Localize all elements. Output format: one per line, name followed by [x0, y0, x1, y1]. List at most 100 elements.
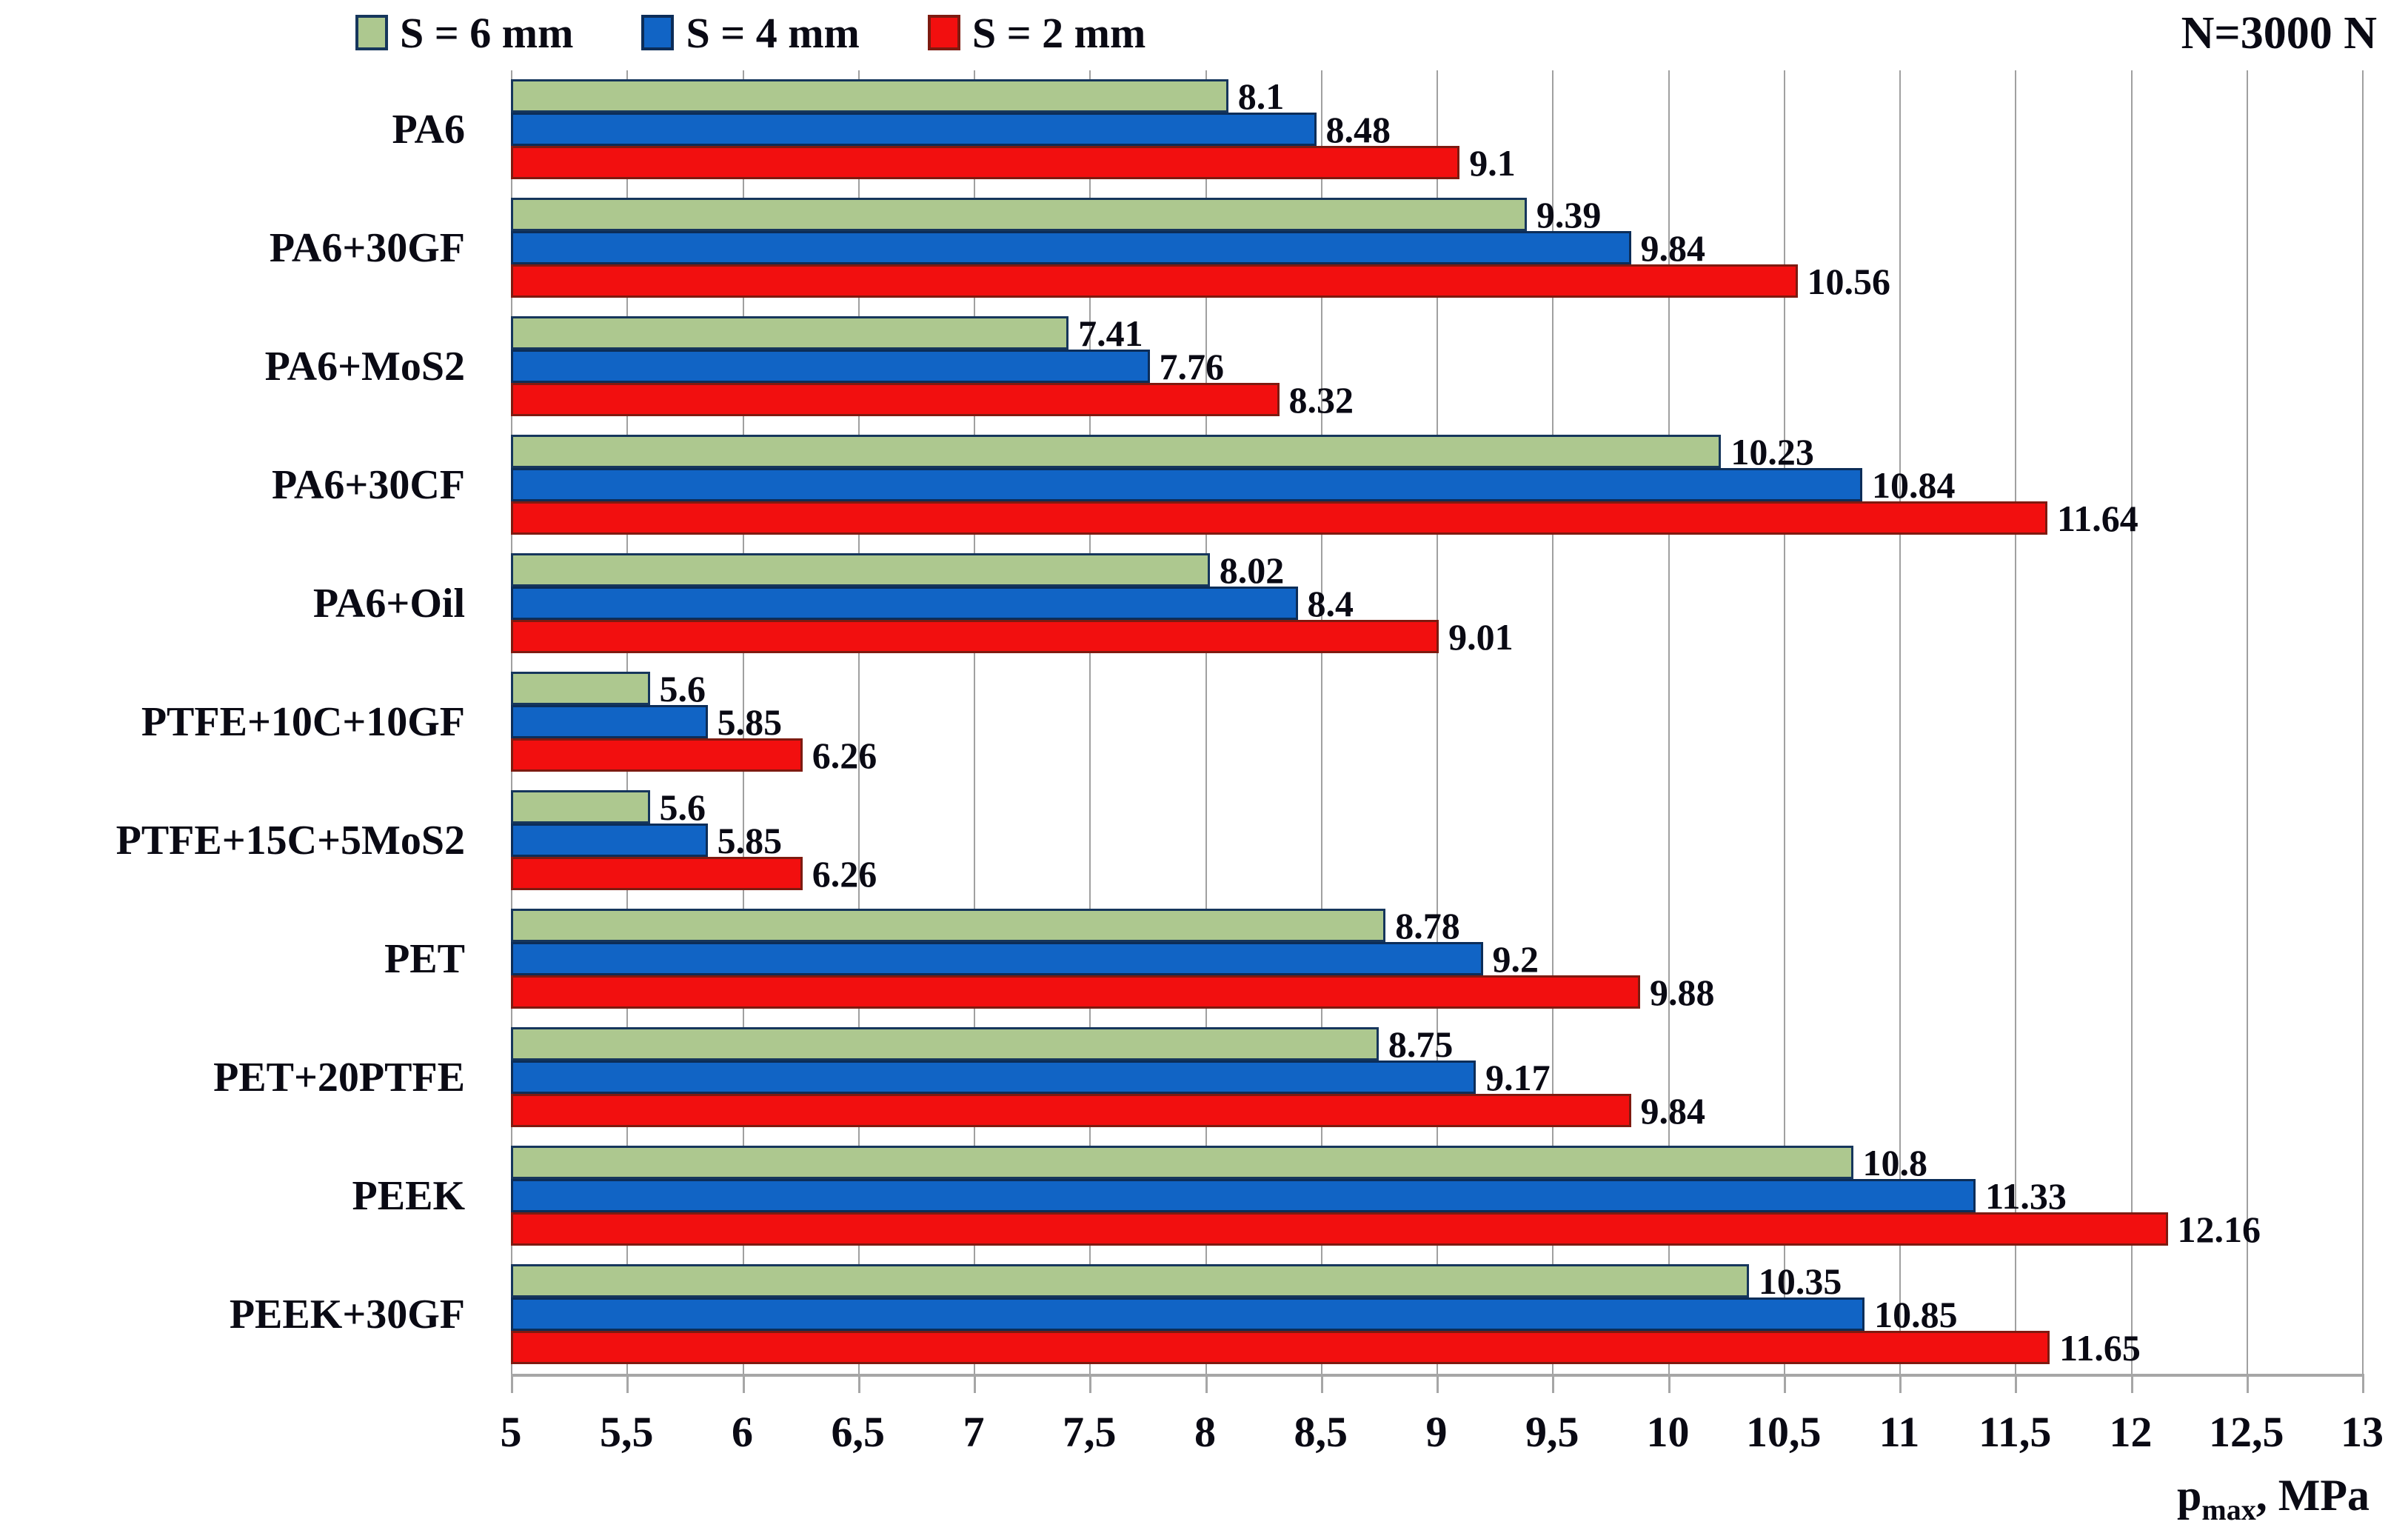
bar-s=6mm: 10.35: [511, 1260, 1842, 1302]
legend-swatch-icon: [641, 15, 675, 50]
category-label: PEEK+30GF: [229, 1292, 465, 1337]
gridline: [1089, 70, 1091, 1374]
x-tick-label: 10,5: [1746, 1408, 1822, 1456]
value-label: 8.48: [1325, 108, 1391, 150]
bar-s=2mm: 6.26: [511, 853, 877, 895]
value-label: 10.35: [1758, 1260, 1842, 1302]
legend-item-1: S = 6 mm: [355, 8, 573, 58]
bar-s=4mm: 5.85: [511, 701, 782, 743]
bar-s=2mm: 12.16: [511, 1209, 2261, 1250]
legend-label: S = 2 mm: [971, 8, 1146, 57]
bar-s=2mm: 11.64: [511, 498, 2138, 539]
value-label: 5.85: [717, 819, 783, 861]
value-label: 10.85: [1874, 1293, 1958, 1335]
bar-s=4mm: 5.85: [511, 820, 782, 861]
gridline: [974, 70, 975, 1374]
bar-s=4mm: 8.48: [511, 109, 1391, 150]
value-label: 9.17: [1485, 1056, 1551, 1098]
bar-s=6mm: 8.02: [511, 550, 1284, 591]
category-label: PET+20PTFE: [213, 1055, 465, 1101]
gridline: [2362, 70, 2364, 1374]
value-label: 8.75: [1388, 1023, 1454, 1065]
bar-s=4mm: 9.17: [511, 1057, 1551, 1098]
bar-s=6mm: 8.75: [511, 1023, 1453, 1065]
value-label: 10.56: [1807, 260, 1891, 302]
bar-s=6mm: 9.39: [511, 194, 1601, 236]
x-tick-label: 8: [1194, 1408, 1216, 1456]
x-axis-title: pmax, MPa: [2177, 1470, 2369, 1527]
x-tick-label: 8,5: [1294, 1408, 1348, 1456]
bar-s=2mm: 9.1: [511, 142, 1516, 184]
gridline: [1899, 70, 1901, 1374]
x-tick-label: 9,5: [1525, 1408, 1579, 1456]
gridline: [1668, 70, 1670, 1374]
gridline: [1205, 70, 1207, 1374]
legend-item-3: S = 2 mm: [927, 8, 1146, 58]
value-label: 12.16: [2177, 1208, 2261, 1250]
x-axis-title-rest: , MPa: [2255, 1471, 2369, 1520]
category-label: PTFE+10C+10GF: [141, 699, 465, 745]
x-tick-label: 13: [2341, 1408, 2384, 1456]
x-axis-ticks: 5 5,5 6 6,5 7 7,5 8 8,5 9 9,5 10 10,5 11 11,5 12 12,5 13: [501, 1407, 2384, 1459]
bar-s=4mm: 7.76: [511, 346, 1224, 387]
x-tick-label: 10: [1646, 1408, 1690, 1456]
value-label: 9.88: [1650, 971, 1715, 1013]
x-axis-title-sub: max: [2201, 1493, 2256, 1526]
value-label: 9.2: [1492, 938, 1539, 980]
bar-s=6mm: 8.1: [511, 76, 1284, 117]
axis-tick-mark: [1783, 1374, 1786, 1393]
axis-tick-mark: [1437, 1374, 1439, 1393]
axis-tick-mark: [2015, 1374, 2018, 1393]
category-label: PA6+MoS2: [264, 344, 465, 390]
x-tick-label: 12,5: [2209, 1408, 2284, 1456]
x-tick-label: 9: [1425, 1408, 1448, 1456]
gridline: [2130, 70, 2133, 1374]
bar-group: 9.39 9.84 10.56: [511, 189, 2362, 307]
category-label: PA6+Oil: [312, 581, 465, 627]
axis-tick-mark: [511, 1374, 513, 1393]
value-label: 10.84: [1872, 464, 1956, 506]
category-label: PA6: [392, 107, 466, 153]
legend-label: S = 6 mm: [400, 8, 574, 57]
bar-s=6mm: 10.8: [511, 1142, 1927, 1183]
axis-tick-mark: [974, 1374, 976, 1393]
bar-s=6mm: 5.6: [511, 786, 706, 828]
bar-s=6mm: 5.6: [511, 668, 706, 709]
axis-tick-mark: [1668, 1374, 1670, 1393]
gridline: [857, 70, 860, 1374]
category-label: PTFE+15C+5MoS2: [116, 818, 465, 864]
gridline: [1783, 70, 1785, 1374]
axis-tick-mark: [1205, 1374, 1208, 1393]
bar-s=4mm: 8.4: [511, 583, 1354, 624]
x-tick-label: 11: [1879, 1408, 1920, 1456]
bar-group: 8.78 9.2 9.88: [511, 900, 2362, 1018]
bar-s=6mm: 10.23: [511, 431, 1814, 472]
x-tick-label: 7,5: [1063, 1408, 1117, 1456]
value-label: 10.23: [1730, 430, 1814, 472]
value-label: 11.64: [2057, 497, 2138, 539]
x-tick-label: 11,5: [1979, 1408, 2052, 1456]
gridline: [2015, 70, 2017, 1374]
bar-s=6mm: 8.78: [511, 905, 1460, 946]
axis-tick-mark: [1089, 1374, 1092, 1393]
bar-s=4mm: 9.84: [511, 227, 1705, 269]
bar-s=2mm: 11.65: [511, 1327, 2141, 1369]
axis-tick-mark: [626, 1374, 629, 1393]
bar-s=2mm: 9.88: [511, 972, 1715, 1013]
x-tick-label: 12: [2109, 1408, 2153, 1456]
bar-s=2mm: 8.32: [511, 379, 1354, 421]
bar-s=2mm: 6.26: [511, 735, 877, 776]
value-label: 8.02: [1219, 549, 1285, 591]
bar-s=4mm: 10.84: [511, 464, 1956, 506]
bar-group: 7.41 7.76 8.32: [511, 307, 2362, 426]
x-tick-label: 5,5: [600, 1408, 654, 1456]
value-label: 8.1: [1237, 75, 1285, 117]
value-label: 8.4: [1307, 582, 1354, 624]
bar-group: 8.75 9.17 9.84: [511, 1018, 2362, 1137]
x-tick-label: 6: [732, 1408, 753, 1456]
axis-tick-mark: [2130, 1374, 2133, 1393]
bar-s=4mm: 10.85: [511, 1294, 1958, 1335]
value-label: 5.6: [659, 667, 706, 709]
value-label: 7.76: [1159, 345, 1225, 387]
